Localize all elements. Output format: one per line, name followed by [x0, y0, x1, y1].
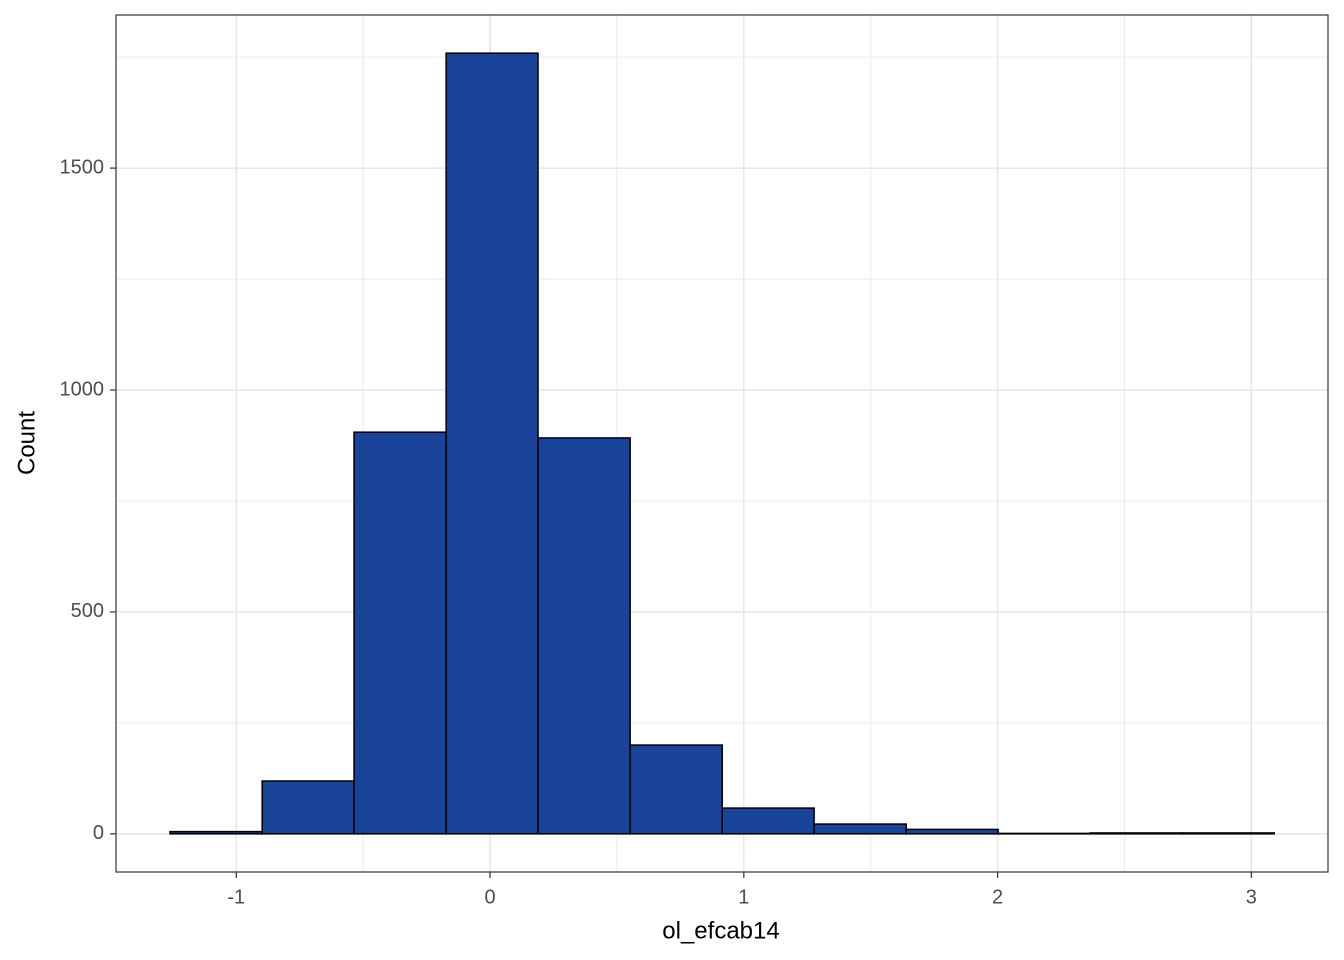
x-tick-label: 1: [738, 886, 749, 908]
y-tick-label: 1500: [60, 156, 105, 178]
bar: [629, 744, 724, 835]
bar: [537, 437, 631, 835]
y-tick-label: 0: [93, 822, 104, 844]
x-axis-title: ol_efcab14: [662, 917, 779, 944]
bar: [353, 431, 447, 835]
x-tick-label: -1: [227, 886, 245, 908]
y-axis-title: Count: [13, 411, 40, 475]
bar: [169, 830, 263, 835]
y-tick-label: 1000: [60, 378, 105, 400]
y-tick-label: 500: [71, 600, 104, 622]
bar: [1089, 832, 1184, 835]
bar: [261, 780, 355, 835]
panel-border: [115, 14, 1329, 873]
bar: [813, 823, 907, 835]
x-tick-label: 0: [484, 886, 495, 908]
x-tick-label: 2: [992, 886, 1003, 908]
bar: [721, 807, 815, 835]
bar: [1181, 832, 1275, 835]
bar: [905, 828, 999, 835]
x-tick-label: 3: [1246, 886, 1257, 908]
panel-background: [116, 15, 1328, 872]
bar: [445, 52, 539, 835]
